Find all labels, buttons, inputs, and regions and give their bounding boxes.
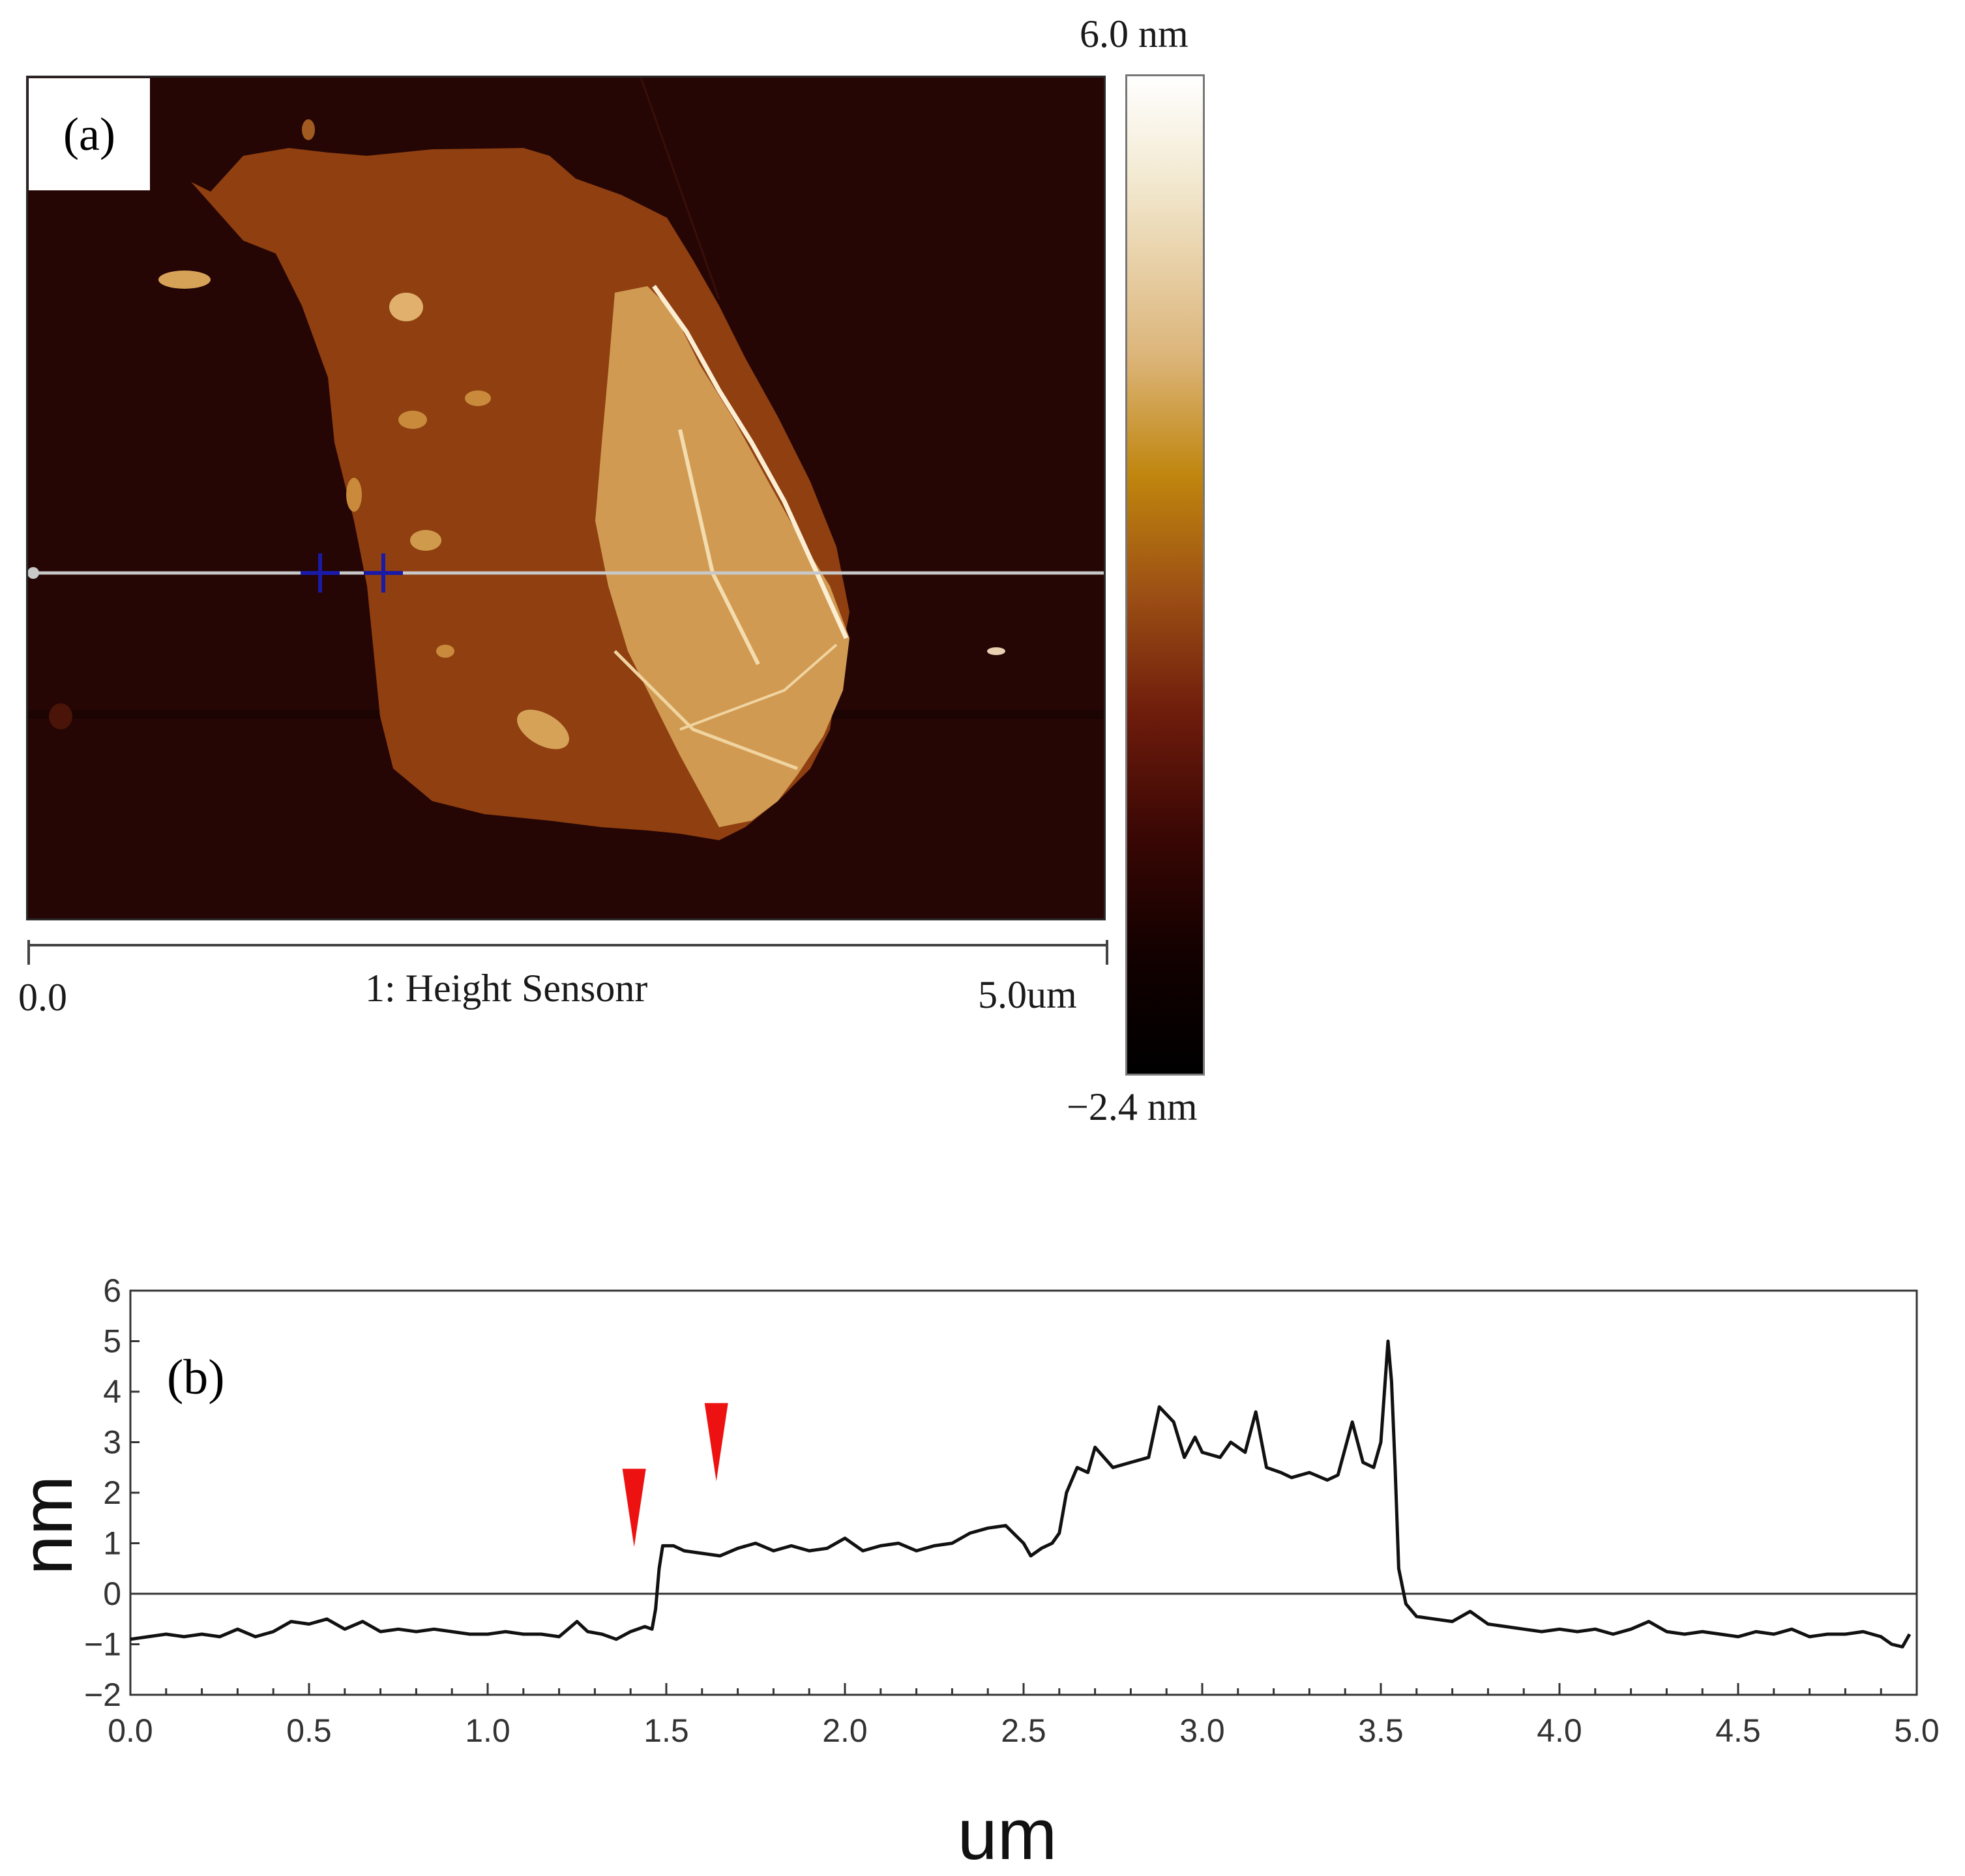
height-colorbar — [1125, 74, 1205, 1076]
x-tick-label: 4.5 — [1715, 1712, 1761, 1749]
substrate-particle — [987, 647, 1005, 655]
particle — [346, 478, 362, 512]
fold-ridge — [679, 643, 838, 731]
particle — [398, 411, 427, 429]
y-tick-label: 5 — [103, 1323, 121, 1360]
particle — [389, 293, 423, 321]
profile-line-handle[interactable] — [28, 567, 39, 579]
panel-b-label: (b) — [167, 1350, 225, 1405]
cursor-marker-1[interactable] — [301, 553, 340, 593]
x-tick-label: 4.0 — [1537, 1712, 1582, 1749]
y-tick-label: 2 — [103, 1474, 121, 1511]
substrate-particle — [302, 119, 315, 140]
x-tick-label: 3.5 — [1358, 1712, 1404, 1749]
step-marker-1 — [622, 1469, 646, 1547]
cursor-marker-2[interactable] — [364, 553, 403, 593]
afm-height-image — [26, 76, 1106, 920]
x-axis-label: um — [958, 1795, 1057, 1875]
plot-frame — [129, 1289, 1918, 1696]
height-profile-line — [130, 1340, 1912, 1649]
y-tick-label: 4 — [103, 1373, 121, 1410]
scale-start-label: 0.0 — [18, 976, 67, 1019]
substrate-particle — [49, 703, 72, 729]
bilayer-region — [595, 286, 850, 827]
particle — [410, 530, 441, 551]
y-axis-label: nm — [7, 1476, 87, 1576]
x-tick-label: 1.0 — [465, 1712, 510, 1749]
y-tick-label: −2 — [84, 1677, 121, 1713]
y-axis-ticks: 6 5 4 3 2 1 0 −1 −2 — [84, 1272, 140, 1713]
markers-group — [622, 1403, 728, 1547]
panel-a-label: (a) — [29, 78, 150, 190]
flake-edge-fragment — [158, 271, 211, 289]
fold-ridge — [613, 650, 798, 770]
colorbar-min-label: −2.4 nm — [1067, 1085, 1198, 1128]
x-tick-label: 2.5 — [1001, 1712, 1046, 1749]
scale-bar — [27, 940, 1108, 965]
x-axis-ticks: 0.0 0.5 1.0 1.5 2.0 2.5 3.0 3.5 4.0 4.5 5.0 — [108, 1683, 1940, 1749]
series-group — [130, 1340, 1912, 1649]
substrate-scratch — [640, 78, 720, 300]
x-tick-label: 1.5 — [643, 1712, 689, 1749]
y-tick-label: 1 — [103, 1525, 121, 1562]
y-tick-label: −1 — [84, 1626, 121, 1663]
particle — [465, 390, 491, 406]
y-tick-label: 0 — [103, 1576, 121, 1612]
y-tick-label: 6 — [103, 1272, 121, 1309]
colorbar-max-label: 6.0 nm — [1080, 12, 1189, 55]
x-tick-label: 0.0 — [108, 1712, 153, 1749]
step-marker-2 — [704, 1403, 728, 1482]
particle — [436, 645, 454, 658]
x-tick-label: 3.0 — [1179, 1712, 1225, 1749]
afm-image-svg — [28, 78, 1104, 918]
y-tick-label: 3 — [103, 1424, 121, 1461]
height-profile-chart: 6 5 4 3 2 1 0 −1 −2 0.0 0.5 1.0 1.5 2.0 2.5 3.0 3.5 4.0 4… — [7, 1272, 1940, 1875]
x-tick-label: 0.5 — [286, 1712, 332, 1749]
x-tick-label: 5.0 — [1894, 1712, 1940, 1749]
particle — [517, 709, 569, 750]
scale-end-label: 5.0um — [978, 973, 1077, 1016]
x-tick-label: 2.0 — [822, 1712, 868, 1749]
channel-label: 1: Height Sensonr — [365, 967, 648, 1010]
